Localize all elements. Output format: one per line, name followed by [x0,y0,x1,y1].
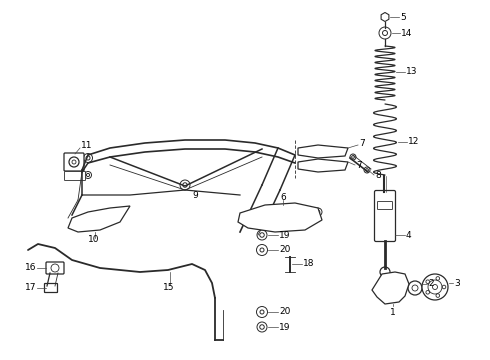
Text: 19: 19 [279,230,291,239]
Polygon shape [298,159,348,172]
Text: 10: 10 [88,235,99,244]
Circle shape [339,148,345,156]
Circle shape [257,322,267,332]
Text: 12: 12 [408,138,419,147]
Circle shape [300,162,308,170]
FancyBboxPatch shape [64,153,84,171]
FancyBboxPatch shape [46,262,64,274]
FancyBboxPatch shape [65,171,85,180]
Text: 20: 20 [279,307,291,316]
Text: 9: 9 [192,190,198,199]
Circle shape [83,153,93,162]
Circle shape [386,282,400,296]
Circle shape [256,244,268,256]
Text: 14: 14 [401,28,413,37]
Circle shape [244,216,252,224]
Text: 7: 7 [356,161,362,170]
Text: 13: 13 [406,68,417,77]
Text: 11: 11 [81,141,93,150]
FancyBboxPatch shape [374,190,395,242]
Text: 2: 2 [428,279,434,288]
Text: 3: 3 [454,279,460,288]
Polygon shape [372,272,409,304]
Text: 18: 18 [303,260,315,269]
Text: 5: 5 [400,13,406,22]
Text: 8: 8 [375,171,381,180]
Polygon shape [298,145,348,158]
Circle shape [364,167,370,173]
Circle shape [379,27,391,39]
Polygon shape [381,13,389,22]
Polygon shape [238,203,322,232]
Text: 19: 19 [279,323,291,332]
Text: 20: 20 [279,246,291,255]
FancyBboxPatch shape [45,284,57,292]
Circle shape [257,230,267,240]
Circle shape [300,148,308,156]
Circle shape [116,208,124,216]
Text: 4: 4 [406,230,412,239]
Circle shape [314,208,322,216]
Circle shape [422,274,448,300]
Text: 16: 16 [24,264,36,273]
Circle shape [408,281,422,295]
Circle shape [256,306,268,318]
Circle shape [350,154,356,160]
Circle shape [339,162,345,170]
Text: 7: 7 [359,139,365,148]
Circle shape [84,171,92,179]
Polygon shape [68,206,130,232]
Text: 15: 15 [163,283,174,292]
Circle shape [180,180,190,190]
Text: 1: 1 [390,308,396,317]
Circle shape [71,220,79,228]
Text: 6: 6 [280,194,286,202]
Text: 17: 17 [24,284,36,292]
